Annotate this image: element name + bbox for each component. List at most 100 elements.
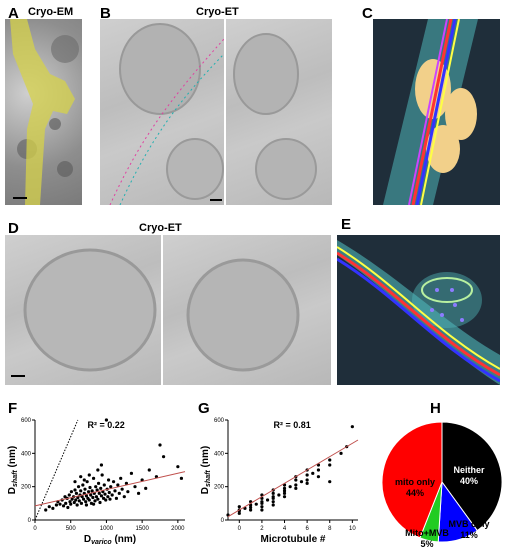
data-point xyxy=(271,491,275,495)
x-tick-label: 6 xyxy=(305,526,309,532)
data-point xyxy=(133,485,137,489)
data-point xyxy=(103,492,107,496)
data-point xyxy=(81,483,85,487)
data-point xyxy=(339,451,343,455)
pie-label: mito only xyxy=(395,477,435,487)
data-point xyxy=(54,503,59,507)
panel-title-a: Cryo-EM xyxy=(28,6,74,18)
data-point xyxy=(69,502,73,506)
y-tick-label: 0 xyxy=(28,518,32,524)
data-point xyxy=(98,500,102,505)
data-point xyxy=(120,487,124,491)
panel-title-b: Cryo-ET xyxy=(196,6,239,18)
data-point xyxy=(106,478,111,482)
data-point xyxy=(350,425,354,429)
data-point xyxy=(299,480,304,484)
data-point xyxy=(86,490,91,494)
data-point xyxy=(294,478,298,482)
pie-slice xyxy=(381,421,443,539)
cryo-et-image-d-left xyxy=(5,235,161,385)
y-axis-label: Dshaft (nm) xyxy=(7,446,19,494)
data-point xyxy=(311,471,315,475)
x-tick-label: 1000 xyxy=(100,526,114,532)
data-point xyxy=(113,489,117,493)
data-point xyxy=(91,502,96,506)
x-axis-label: Dvarico (nm) xyxy=(84,534,136,546)
data-point xyxy=(176,465,180,469)
data-point xyxy=(96,497,100,501)
data-point xyxy=(97,491,101,495)
data-point xyxy=(294,486,298,490)
data-point xyxy=(44,508,48,512)
data-point xyxy=(96,468,100,472)
data-point xyxy=(87,498,91,502)
data-point xyxy=(79,489,83,493)
r2-annotation: R² = 0.22 xyxy=(88,420,125,430)
data-point xyxy=(87,473,91,477)
data-point xyxy=(84,494,89,498)
data-point xyxy=(316,475,321,479)
data-point xyxy=(237,511,241,515)
x-tick-label: 0 xyxy=(238,526,242,532)
data-point xyxy=(70,497,74,501)
data-point xyxy=(47,505,51,509)
data-point xyxy=(95,488,99,492)
data-point xyxy=(79,475,83,479)
data-point xyxy=(74,498,78,502)
data-point xyxy=(136,491,141,495)
data-point xyxy=(104,498,108,502)
data-point xyxy=(104,418,109,422)
panel-letter-f: F xyxy=(8,400,18,417)
highlighted-neurite xyxy=(10,19,75,205)
data-point xyxy=(94,485,98,489)
data-point xyxy=(85,480,89,484)
data-point xyxy=(102,483,106,487)
data-point xyxy=(91,495,95,500)
data-point xyxy=(179,476,184,480)
data-point xyxy=(69,490,74,494)
y-tick-label: 600 xyxy=(214,418,225,424)
data-point xyxy=(260,501,264,505)
cryo-et-image-d-right xyxy=(163,235,331,385)
segmentation-image-c xyxy=(373,19,500,205)
pie-label: MVB only xyxy=(448,519,489,529)
y-tick-label: 400 xyxy=(21,451,32,457)
data-point xyxy=(76,485,81,489)
data-point xyxy=(161,455,166,459)
x-tick-label: 2000 xyxy=(171,526,185,532)
fit-line xyxy=(227,439,359,518)
panel-letter-g: G xyxy=(198,400,210,417)
data-point xyxy=(96,481,101,485)
cryo-et-image-b-right xyxy=(226,19,332,205)
data-point xyxy=(100,473,104,477)
data-point xyxy=(99,463,104,467)
data-point xyxy=(109,485,113,489)
pie-percent: 44% xyxy=(406,488,424,498)
data-point xyxy=(107,490,111,495)
data-point xyxy=(124,481,129,485)
data-point xyxy=(74,491,79,495)
data-point xyxy=(75,503,79,507)
data-point xyxy=(90,489,94,493)
chart-f: 0 500 1000 1500 2000 0 200 400 600 R² = 0.22 Dvari… xyxy=(7,418,185,546)
y-tick-label: 400 xyxy=(214,451,225,457)
data-point xyxy=(84,503,89,507)
data-point xyxy=(305,478,309,482)
data-point xyxy=(271,496,275,500)
x-tick-label: 0 xyxy=(33,526,37,532)
panel-letter-b: B xyxy=(100,5,111,22)
data-point xyxy=(122,495,126,499)
y-tick-label: 0 xyxy=(221,518,225,524)
data-point xyxy=(106,495,110,499)
data-point xyxy=(147,468,151,472)
cryo-et-image-b-left xyxy=(100,19,224,205)
data-point xyxy=(254,502,258,506)
data-point xyxy=(129,471,134,475)
data-point xyxy=(305,473,309,477)
data-point xyxy=(72,500,76,505)
data-point xyxy=(61,504,66,508)
data-point xyxy=(126,490,130,494)
pie-label: Neither xyxy=(453,465,485,475)
data-point xyxy=(77,499,81,503)
panel-letter-d: D xyxy=(8,220,19,237)
